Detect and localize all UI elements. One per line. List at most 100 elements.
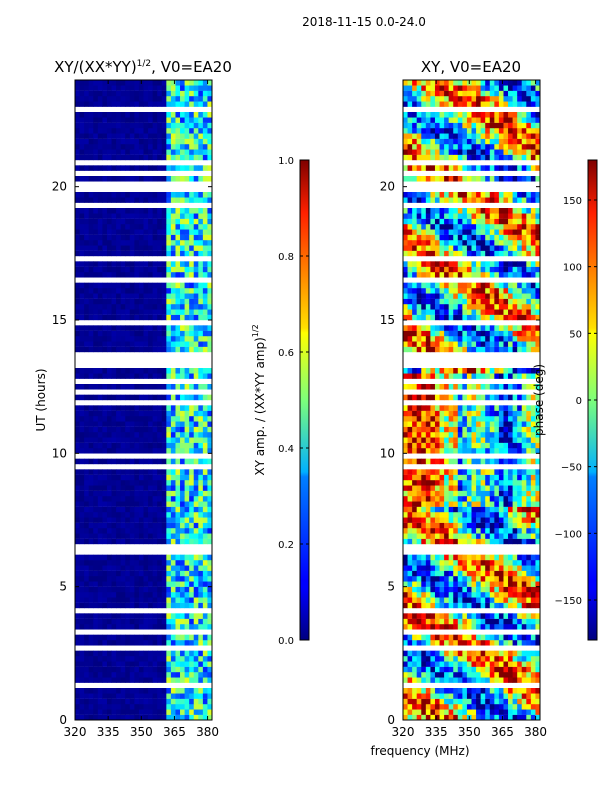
- heatmap-cell: [143, 112, 149, 118]
- heatmap-cell: [207, 517, 212, 523]
- heatmap-cell: [412, 709, 418, 715]
- heatmap-cell: [148, 613, 154, 619]
- heatmap-cell: [480, 576, 486, 582]
- heatmap-cell: [498, 341, 504, 347]
- heatmap-cell: [88, 458, 94, 465]
- heatmap-cell: [143, 666, 149, 673]
- heatmap-cell: [434, 373, 440, 379]
- heatmap-cell: [97, 458, 103, 465]
- heatmap-cell: [421, 485, 427, 491]
- heatmap-cell: [97, 560, 103, 566]
- heatmap-cell: [84, 677, 90, 683]
- heatmap-cell: [416, 437, 422, 443]
- heatmap-cell: [521, 597, 527, 603]
- heatmap-cell: [535, 704, 540, 710]
- heatmap-cell: [494, 592, 500, 598]
- heatmap-cell: [207, 368, 212, 374]
- heatmap-cell: [512, 522, 518, 529]
- heatmap-cell: [407, 437, 413, 443]
- heatmap-cell: [116, 666, 122, 673]
- heatmap-cell: [116, 234, 122, 241]
- heatmap-cell: [512, 554, 518, 561]
- heatmap-cell: [134, 714, 140, 720]
- heatmap-cell: [508, 512, 513, 518]
- heatmap-cell: [166, 634, 172, 641]
- heatmap-cell: [434, 704, 440, 710]
- heatmap-cell: [129, 373, 135, 379]
- heatmap-cell: [138, 122, 144, 129]
- heatmap-cell: [508, 314, 513, 321]
- heatmap-cell: [207, 586, 212, 593]
- heatmap-cell: [530, 496, 536, 502]
- heatmap-cell: [134, 261, 140, 267]
- heatmap-cell: [403, 293, 408, 299]
- heatmap-cell: [88, 496, 94, 502]
- heatmap-cell: [439, 640, 445, 646]
- heatmap-cell: [489, 304, 495, 310]
- heatmap-cell: [166, 165, 172, 171]
- heatmap-cell: [416, 336, 422, 342]
- heatmap-cell: [175, 314, 181, 321]
- heatmap-cell: [489, 485, 495, 491]
- heatmap-cell: [148, 346, 154, 353]
- heatmap-cell: [494, 698, 500, 705]
- heatmap-cell: [166, 565, 172, 571]
- heatmap-cell: [93, 240, 99, 246]
- heatmap-cell: [116, 480, 122, 486]
- heatmap-cell: [471, 373, 477, 379]
- heatmap-cell: [453, 480, 459, 486]
- heatmap-cell: [421, 613, 427, 619]
- heatmap-cell: [161, 101, 167, 107]
- heatmap-cell: [166, 149, 172, 155]
- heatmap-cell: [111, 490, 117, 497]
- heatmap-cell: [403, 688, 408, 694]
- heatmap-cell: [453, 394, 459, 401]
- heatmap-cell: [453, 293, 459, 299]
- heatmap-cell: [498, 325, 504, 331]
- heatmap-cell: [480, 480, 486, 486]
- heatmap-cell: [407, 474, 413, 481]
- heatmap-cell: [403, 309, 408, 315]
- heatmap-cell: [512, 698, 518, 705]
- heatmap-cell: [439, 336, 445, 342]
- heatmap-cell: [503, 469, 509, 475]
- heatmap-cell: [111, 501, 117, 507]
- heatmap-cell: [180, 234, 185, 241]
- heatmap-cell: [403, 597, 408, 603]
- heatmap-cell: [180, 394, 185, 401]
- heatmap-cell: [88, 293, 94, 299]
- heatmap-cell: [202, 298, 208, 305]
- heatmap-cell: [416, 496, 422, 502]
- heatmap-cell: [152, 704, 158, 710]
- heatmap-cell: [189, 709, 195, 715]
- heatmap-cell: [448, 416, 454, 422]
- heatmap-cell: [129, 698, 135, 705]
- heatmap-cell: [97, 490, 103, 497]
- heatmap-cell: [111, 138, 117, 145]
- heatmap-cell: [189, 336, 195, 342]
- heatmap-cell: [106, 442, 112, 449]
- heatmap-cell: [521, 480, 527, 486]
- heatmap-cell: [75, 506, 80, 513]
- heatmap-cell: [202, 709, 208, 715]
- heatmap-cell: [489, 688, 495, 694]
- heatmap-cell: [184, 522, 190, 529]
- heatmap-cell: [79, 421, 85, 427]
- heatmap-cell: [508, 650, 513, 657]
- heatmap-cell: [421, 709, 427, 715]
- heatmap-cell: [116, 469, 122, 475]
- heatmap-cell: [93, 581, 99, 587]
- heatmap-cell: [111, 426, 117, 433]
- heatmap-cell: [79, 693, 85, 699]
- heatmap-cell: [184, 218, 190, 225]
- heatmap-cell: [444, 666, 450, 673]
- heatmap-cell: [93, 325, 99, 331]
- heatmap-cell: [448, 512, 454, 518]
- heatmap-cell: [125, 656, 131, 662]
- heatmap-cell: [425, 640, 431, 646]
- heatmap-cell: [198, 101, 204, 107]
- heatmap-cell: [485, 416, 491, 422]
- heatmap-cell: [489, 432, 495, 438]
- heatmap-cell: [106, 597, 112, 603]
- heatmap-cell: [466, 346, 472, 353]
